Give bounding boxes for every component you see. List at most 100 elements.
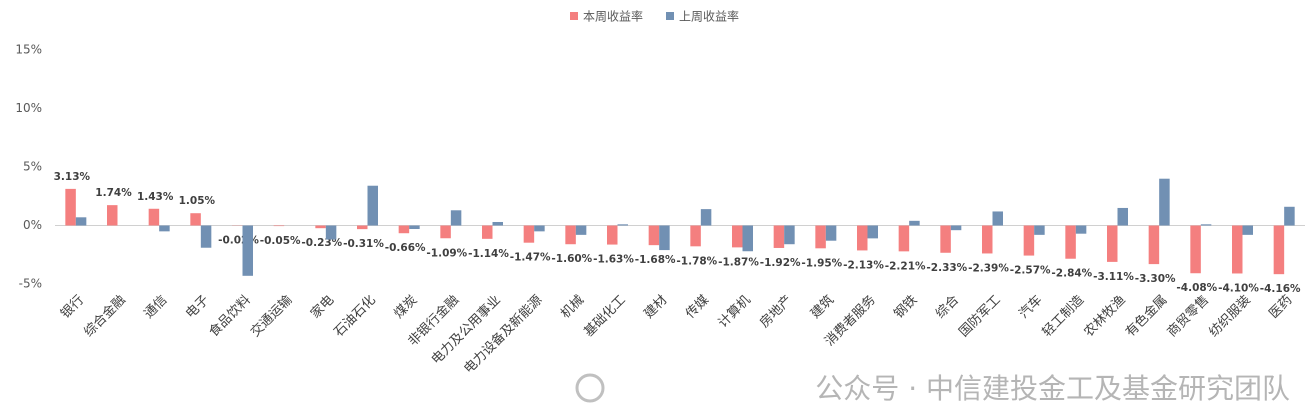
value-label: -2.84% <box>1051 268 1092 280</box>
x-tick-label: 电子 <box>183 293 212 322</box>
x-tick-label: 机械 <box>558 293 587 322</box>
bar <box>65 188 76 226</box>
value-label: -3.30% <box>1135 273 1176 285</box>
bar <box>440 225 451 239</box>
x-tick-label: 钢铁 <box>891 293 920 322</box>
x-tick-label: 传媒 <box>683 293 712 322</box>
bar <box>575 225 587 235</box>
watermark-icon <box>575 373 605 403</box>
value-label: -1.68% <box>635 254 676 266</box>
bar <box>159 225 170 232</box>
bar <box>1190 225 1201 274</box>
x-tick-label: 石油石化 <box>331 293 378 340</box>
x-tick-label: 汽车 <box>1016 292 1046 322</box>
x-tick-label: 综合 <box>933 293 962 322</box>
bar <box>409 225 420 230</box>
value-label: -1.78% <box>676 255 717 267</box>
x-tick-label: 煤炭 <box>391 293 420 322</box>
value-label: 1.74% <box>95 187 132 199</box>
bar <box>857 225 868 251</box>
legend-swatch <box>666 12 674 20</box>
value-label: -0.66% <box>385 242 426 254</box>
y-tick-label: 15% <box>15 43 42 57</box>
x-tick-label: 银行 <box>58 293 87 322</box>
bar <box>898 225 910 252</box>
bar <box>148 208 160 226</box>
bar <box>565 225 576 245</box>
legend-label: 本周收益率 <box>583 9 643 24</box>
y-tick-label: 0% <box>23 218 42 232</box>
bar <box>200 225 212 248</box>
value-label: -1.47% <box>510 252 551 264</box>
value-label: 1.05% <box>179 195 216 207</box>
bar <box>1200 224 1212 226</box>
bar <box>315 225 326 229</box>
x-tick-label: 食品饮料 <box>206 292 254 340</box>
bar <box>607 225 618 245</box>
x-tick-label: 商贸零售 <box>1164 292 1212 340</box>
y-tick-label: -5% <box>19 277 42 291</box>
bar <box>1148 225 1160 265</box>
x-tick-label: 建筑 <box>807 292 837 322</box>
bar <box>450 210 462 226</box>
x-tick-label: 农林牧渔 <box>1081 293 1128 340</box>
bar <box>482 225 493 239</box>
x-tick-label: 通信 <box>141 293 170 322</box>
bar <box>659 225 670 251</box>
bar <box>1273 225 1285 275</box>
bar <box>617 224 628 226</box>
value-label: -2.13% <box>843 259 884 271</box>
bar <box>732 225 743 248</box>
x-tick-label: 家电 <box>307 292 337 322</box>
bar <box>982 225 993 254</box>
bar <box>1075 225 1087 234</box>
bar <box>398 225 410 234</box>
x-tick-label: 综合金融 <box>81 292 129 340</box>
bar <box>742 225 753 252</box>
value-label: -4.10% <box>1218 282 1259 294</box>
value-label: -0.31% <box>343 238 384 250</box>
value-label: 1.43% <box>137 191 174 203</box>
x-tick-label: 房地产 <box>757 292 796 331</box>
x-tick-label: 交通运输 <box>247 292 295 340</box>
bar <box>242 225 253 276</box>
x-tick-label: 基础化工 <box>581 293 628 340</box>
bar <box>784 225 795 245</box>
bar <box>523 225 535 243</box>
x-tick-label: 国防军工 <box>956 292 1004 340</box>
bar <box>1065 225 1076 259</box>
value-label: -1.87% <box>718 256 759 268</box>
bar <box>992 211 1003 226</box>
value-label: -2.57% <box>1010 265 1051 277</box>
bar <box>1232 225 1243 274</box>
value-label: -1.60% <box>551 253 592 265</box>
legend-label: 上周收益率 <box>679 9 739 24</box>
bar <box>940 225 951 253</box>
y-tick-label: 10% <box>15 101 42 115</box>
value-label: -0.23% <box>301 237 342 249</box>
bar <box>1107 225 1118 262</box>
value-label: -2.39% <box>968 262 1009 274</box>
watermark: 公众号 · 中信建投金工及基金研究团队 <box>815 372 1290 405</box>
bar <box>325 225 337 240</box>
value-label: -3.11% <box>1093 271 1134 283</box>
bar <box>273 225 285 227</box>
x-tick-label: 计算机 <box>716 293 754 331</box>
bar <box>190 213 201 226</box>
x-tick-label: 轻工制造 <box>1040 293 1087 340</box>
value-label: -0.05% <box>260 235 301 247</box>
value-label: -2.33% <box>926 262 967 274</box>
bar <box>815 225 826 249</box>
bar <box>1117 207 1128 226</box>
x-tick-label: 纺织服装 <box>1206 293 1253 340</box>
bar <box>773 225 785 248</box>
bar <box>825 225 837 241</box>
bar <box>1242 225 1253 235</box>
value-label: -4.16% <box>1260 283 1301 295</box>
bar <box>367 185 378 226</box>
bar <box>107 205 118 226</box>
x-tick-label: 建材 <box>641 293 670 322</box>
x-tick-label: 有色金属 <box>1122 292 1170 340</box>
bar <box>534 225 545 232</box>
